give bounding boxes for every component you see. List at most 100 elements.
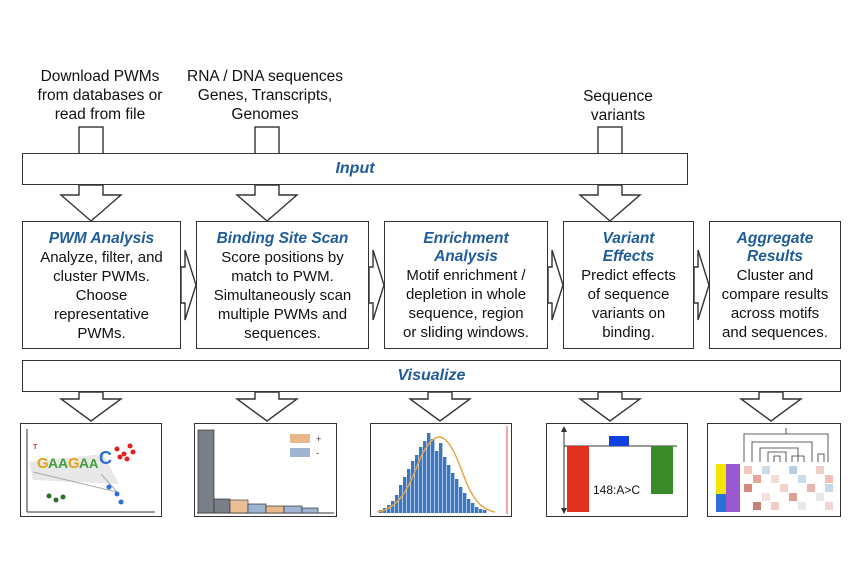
arrow-input-to-pwm	[59, 184, 123, 222]
heatmap-cell	[825, 475, 833, 483]
variants-label: Sequence variants	[558, 87, 678, 125]
arrow-visualize-to-heatmap	[738, 391, 804, 422]
stage-variant-effects-title-2: Effects	[602, 248, 655, 265]
stage-binding-site-scan-desc-1: Score positions by	[221, 249, 344, 266]
logo-letter-a4: A	[89, 456, 99, 471]
enrichment-bar	[411, 461, 415, 513]
score-histogram-icon: + -	[197, 429, 334, 514]
enrichment-bar	[419, 447, 423, 513]
stage-enrichment-analysis: Enrichment Analysis Motif enrichment / d…	[384, 221, 548, 349]
stage-aggregate-results-desc-2: compare results	[721, 286, 829, 303]
enrichment-bar	[439, 443, 443, 513]
stage-variant-effects-desc-3: variants on	[591, 305, 666, 322]
stage-binding-site-scan-title: Binding Site Scan	[216, 230, 349, 247]
heatmap-cell	[771, 475, 779, 483]
enrichment-bar	[467, 499, 471, 513]
heatmap-cell	[753, 475, 761, 483]
stage-binding-site-scan-desc-5: sequences.	[244, 325, 321, 342]
pwm-source-line-1: Download PWMs	[40, 68, 160, 85]
heatmap-cell	[798, 475, 806, 483]
stage-enrichment-analysis-desc-4: or sliding windows.	[403, 324, 529, 341]
heatmap-cell	[798, 502, 806, 510]
heatmap-cell	[825, 484, 833, 492]
variant-alt-bar	[651, 446, 673, 494]
visualize-bar-label: Visualize	[397, 367, 466, 384]
enrichment-bar	[475, 507, 479, 513]
sequences-line-1: RNA / DNA sequences	[187, 68, 343, 85]
stage-binding-site-scan-desc-2: match to PWM.	[231, 268, 334, 285]
thumbnail-sequence-logo: G A A G A A C T	[20, 423, 162, 517]
stage-variant-effects: Variant Effects Predict effects of seque…	[563, 221, 694, 349]
variants-stem	[597, 126, 623, 155]
heatmap-cell	[807, 484, 815, 492]
enrichment-bar	[479, 509, 483, 513]
legend-label-minus: -	[316, 448, 319, 458]
enrichment-bar	[435, 451, 439, 513]
stage-aggregate-results-desc-3: across motifs	[730, 305, 820, 322]
stage-aggregate-results-desc-1: Cluster and	[736, 267, 814, 284]
pwm-source-line-3: read from file	[54, 106, 146, 123]
enrichment-bar	[407, 469, 411, 513]
stage-enrichment-analysis-desc-1: Motif enrichment /	[406, 267, 526, 284]
stage-pwm-analysis-title: PWM Analysis	[48, 230, 155, 247]
enrichment-bar	[455, 479, 459, 513]
enrichment-bar	[483, 510, 487, 513]
stage-variant-effects-desc-2: of sequence	[587, 286, 670, 303]
sequence-logo-scatter-icon: G A A G A A C T	[26, 429, 155, 513]
heatmap-cell	[744, 484, 752, 492]
logo-letter-a1: A	[48, 455, 58, 471]
enrichment-bar	[447, 465, 451, 513]
stage-pwm-analysis-desc-5: PWMs.	[77, 325, 126, 342]
variants-line-1: Sequence	[583, 88, 653, 105]
sequences-line-2: Genes, Transcripts,	[197, 87, 333, 104]
stage-pwm-analysis-desc-1: Analyze, filter, and	[40, 249, 163, 266]
heatmap-cell	[789, 493, 797, 501]
legend-swatch-minus	[290, 448, 310, 457]
stage-binding-site-scan-desc-4: multiple PWMs and	[217, 306, 348, 323]
svg-text:T: T	[33, 444, 38, 451]
enrichment-bar	[391, 501, 395, 513]
heatmap-cell	[816, 466, 824, 474]
enrichment-bar	[387, 505, 391, 513]
arrow-visualize-to-histogram	[234, 391, 300, 422]
sequences-line-3: Genomes	[231, 106, 299, 123]
arrow-pwm-to-scan	[180, 249, 197, 321]
heatmap-cell	[771, 502, 779, 510]
logo-letter-a3: A	[79, 455, 89, 471]
pwm-source-stem	[78, 126, 104, 155]
input-bar: Input	[22, 153, 688, 185]
stage-aggregate-results-title-1: Aggregate	[736, 230, 814, 247]
stage-pwm-analysis: PWM Analysis Analyze, filter, and cluste…	[22, 221, 181, 349]
stage-pwm-analysis-desc-2: cluster PWMs.	[53, 268, 150, 285]
variant-mid-bar	[609, 436, 629, 446]
enrichment-bar	[471, 503, 475, 513]
stage-enrichment-analysis-desc-3: sequence, region	[408, 305, 524, 322]
sequences-label: RNA / DNA sequences Genes, Transcripts, …	[175, 67, 355, 124]
stage-aggregate-results: Aggregate Results Cluster and compare re…	[709, 221, 841, 349]
input-bar-label: Input	[335, 160, 375, 177]
stage-aggregate-results-title-2: Results	[747, 248, 803, 265]
stage-pwm-analysis-desc-3: Choose	[75, 287, 128, 304]
variants-line-2: variants	[590, 107, 646, 124]
enrichment-bar	[427, 433, 431, 513]
enrichment-bar	[451, 473, 455, 513]
enrichment-bar	[443, 457, 447, 513]
sequences-stem	[254, 126, 280, 155]
stage-variant-effects-title-1: Variant	[602, 230, 655, 247]
stage-pwm-analysis-desc-4: representative	[53, 306, 150, 323]
variant-ref-bar	[567, 446, 589, 512]
arrow-enrichment-to-variant	[547, 249, 564, 321]
heatmap-cell	[825, 502, 833, 510]
arrow-input-to-variant	[578, 184, 642, 222]
thumbnail-score-histogram: + -	[194, 423, 337, 517]
thumbnail-variant-effect: 148:A>C	[546, 423, 688, 517]
stage-enrichment-analysis-title-1: Enrichment	[423, 230, 509, 247]
pwm-source-line-2: from databases or	[37, 87, 163, 104]
arrow-visualize-to-variant-plot	[577, 391, 643, 422]
stage-enrichment-analysis-desc-2: depletion in whole	[405, 286, 527, 303]
stage-variant-effects-desc-4: binding.	[602, 324, 655, 341]
legend-swatch-plus	[290, 434, 310, 443]
arrow-visualize-to-logo	[58, 391, 124, 422]
pwm-source-label: Download PWMs from databases or read fro…	[20, 67, 180, 124]
